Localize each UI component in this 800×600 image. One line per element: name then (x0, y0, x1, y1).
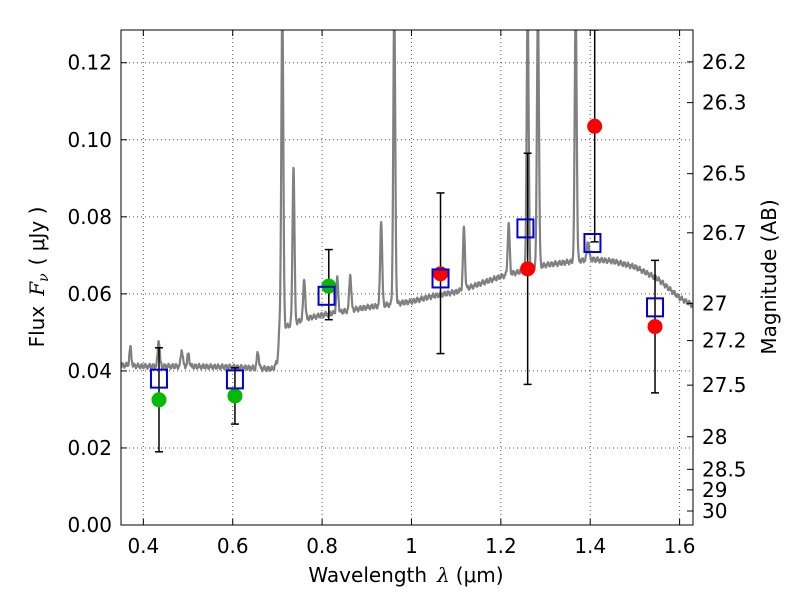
x-axis-label: Wavelength λ (μm) (308, 563, 503, 587)
blue-square-marker (149, 368, 168, 389)
data-markers (149, 118, 665, 408)
x-tick-label: 1.6 (664, 534, 696, 558)
magnitude-tick-label: 30 (702, 499, 727, 523)
y-tick-label: 0.00 (67, 513, 112, 537)
magnitude-tick-label: 27.5 (702, 373, 747, 397)
x-tick-label: 1 (405, 534, 418, 558)
magnitude-tick-label: 26.3 (702, 91, 747, 115)
magnitude-tick-label: 28 (702, 425, 727, 449)
red-data-point (647, 319, 663, 335)
x-tick-label: 1.2 (485, 534, 517, 558)
grid (121, 30, 693, 526)
red-data-point (587, 118, 603, 134)
y2-axis-label: Magnitude (AB) (757, 199, 781, 354)
blue-square-marker (583, 233, 602, 254)
blue-square-marker (516, 218, 535, 239)
magnitude-tick-label: 26.5 (702, 162, 747, 186)
magnitude-tick-label: 29 (702, 478, 727, 502)
magnitude-tick-label: 27.2 (702, 329, 747, 353)
spectrum-line (121, 30, 693, 373)
x-tick-label: 0.4 (127, 534, 159, 558)
blue-square-marker (431, 268, 450, 289)
blue-square-marker (225, 369, 244, 390)
axis-ticks: 0.4 0.6 0.8 1 1.2 1.4 1.6 0.00 0.02 0.04 0.06 0.08 0… (67, 30, 747, 558)
x-tick-label: 0.6 (217, 534, 249, 558)
magnitude-tick-label: 28.5 (702, 457, 747, 481)
magnitude-tick-label: 26.2 (702, 50, 747, 74)
magnitude-tick-label: 26.7 (702, 221, 747, 245)
magnitude-tick-label: 27 (702, 291, 727, 315)
y-tick-label: 0.12 (67, 51, 112, 75)
green-data-point (151, 392, 167, 408)
x-tick-label: 1.4 (574, 534, 606, 558)
x-tick-label: 0.8 (306, 534, 338, 558)
green-data-point (227, 388, 243, 404)
y-tick-label: 0.04 (67, 359, 112, 383)
model-spectrum (121, 30, 693, 373)
plot-frame (120, 29, 694, 526)
y-tick-label: 0.02 (67, 436, 112, 460)
blue-square-marker (317, 285, 336, 306)
y-tick-label: 0.10 (67, 128, 112, 152)
red-data-point (520, 261, 536, 277)
y-axis-label: FluxFν( μJy ) (25, 207, 52, 348)
y-tick-label: 0.08 (67, 205, 112, 229)
blue-square-marker (646, 297, 665, 318)
y-tick-label: 0.06 (67, 282, 112, 306)
